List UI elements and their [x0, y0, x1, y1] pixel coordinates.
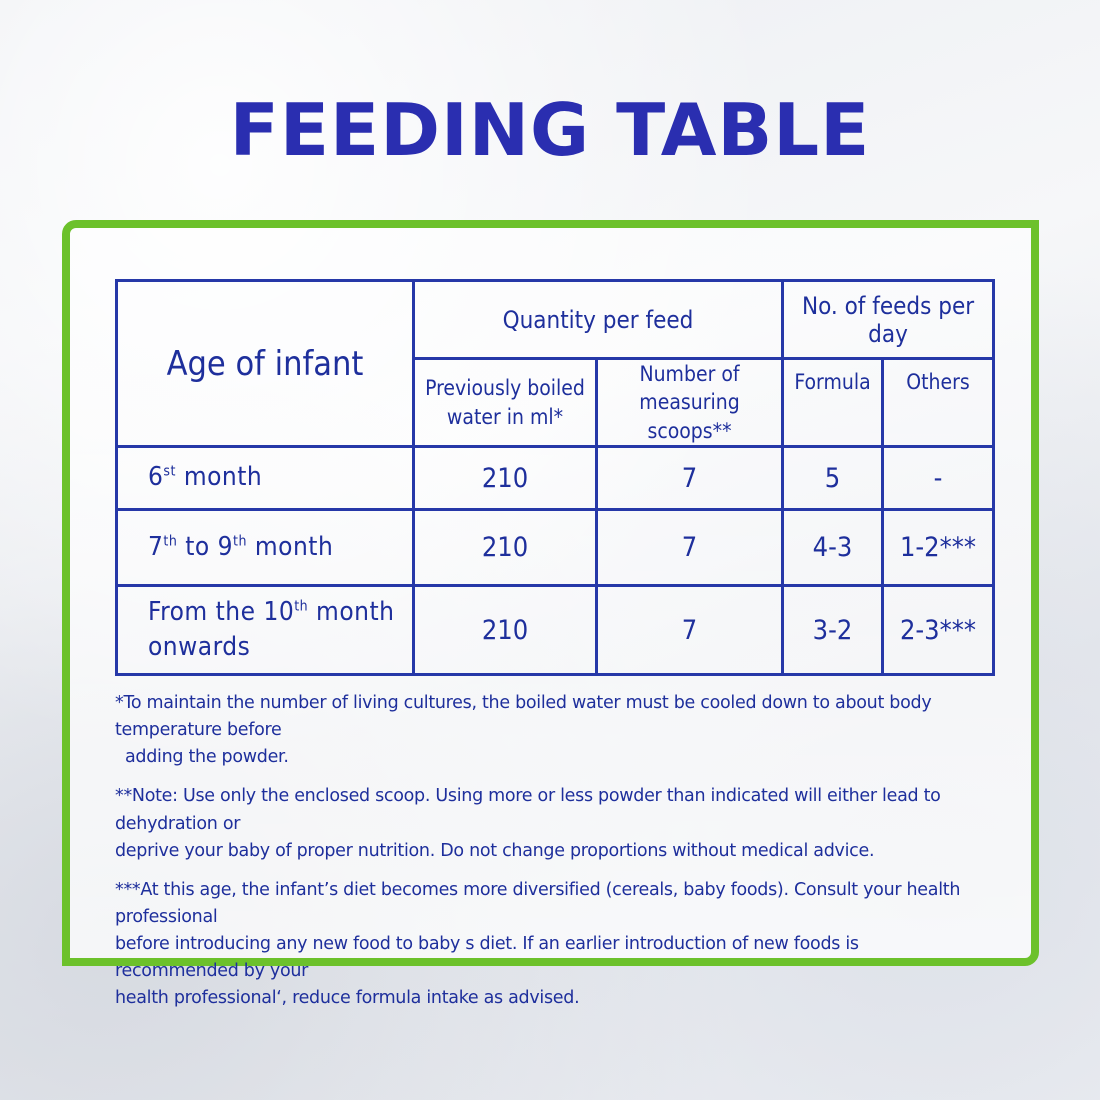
age-cell: From the 10th month onwards [115, 584, 415, 677]
footnote-scoop: **Note: Use only the enclosed scoop. Usi… [115, 783, 985, 864]
footnote-line: ***At this age, the infant’s diet become… [115, 879, 961, 927]
age-text: month [175, 462, 263, 493]
footnote-line: adding the powder. [125, 747, 289, 768]
formula-cell: 4-3 [781, 508, 885, 588]
age-superscript: th [233, 533, 247, 550]
footnote-line: before introducing any new food to baby … [115, 934, 859, 982]
water-cell: 210 [412, 445, 598, 512]
quantity-per-feed-header: Quantity per feed [411, 279, 785, 360]
age-text: 7 [148, 531, 164, 562]
scoops-header-line1: Number of [639, 362, 740, 386]
age-superscript: th [163, 533, 178, 550]
table-row: 7th to 9th month 210 7 4-3 1-2*** [115, 508, 996, 588]
footnote-line: **Note: Use only the enclosed scoop. Usi… [115, 786, 941, 834]
scoops-cell: 7 [594, 445, 785, 512]
water-cell: 210 [412, 508, 598, 588]
water-header-line2: water in ml* [446, 404, 564, 429]
table-row: 6st month 210 7 5 - [115, 445, 996, 512]
others-cell: 1-2*** [881, 508, 996, 588]
age-cell: 7th to 9th month [115, 508, 415, 588]
age-text: to 9 [177, 531, 234, 562]
table-subheader-row: Previously boiled water in ml* Number of… [117, 356, 996, 449]
water-header-line1: Previously boiled [425, 376, 585, 401]
formula-header: Formula [781, 356, 885, 449]
age-text: month [246, 531, 334, 562]
footnote-line: health professional‘, reduce formula int… [115, 988, 580, 1009]
age-text: From the 10 [148, 596, 295, 627]
age-text: month [308, 596, 395, 627]
table-row: From the 10th month onwards 210 7 3-2 2-… [115, 584, 996, 677]
age-of-infant-header: Age of infant [115, 278, 415, 449]
age-superscript: th [294, 598, 309, 615]
scoops-cell: 7 [594, 584, 785, 677]
age-text: 6 [148, 462, 164, 493]
water-header: Previously boiled water in ml* [412, 356, 598, 449]
age-superscript: st [163, 463, 176, 480]
feeding-table: Age of infant Quantity per feed No. of f… [115, 278, 996, 677]
formula-cell: 3-2 [781, 584, 885, 677]
footnote-line: *To maintain the number of living cultur… [115, 693, 932, 741]
page-title: FEEDING TABLE [229, 88, 871, 172]
scoops-cell: 7 [594, 508, 785, 588]
table-header-row: Age of infant Quantity per feed No. of f… [115, 278, 996, 449]
age-cell: 6st month [115, 445, 415, 512]
footnotes: *To maintain the number of living cultur… [115, 690, 985, 1024]
scoops-header: Number of measuring scoops** [594, 356, 785, 449]
others-header: Others [881, 356, 996, 449]
scoops-header-line2: measuring scoops** [639, 390, 740, 443]
age-text: onwards [148, 632, 251, 663]
footnote-water: *To maintain the number of living cultur… [115, 690, 985, 771]
formula-cell: 5 [781, 445, 885, 512]
water-cell: 210 [412, 584, 598, 677]
footnote-line: deprive your baby of proper nutrition. D… [115, 840, 875, 861]
footnote-diet: ***At this age, the infant’s diet become… [115, 877, 985, 1013]
others-cell: 2-3*** [881, 584, 996, 677]
others-cell: - [881, 445, 996, 512]
feeds-per-day-header: No. of feeds per day [781, 279, 996, 360]
